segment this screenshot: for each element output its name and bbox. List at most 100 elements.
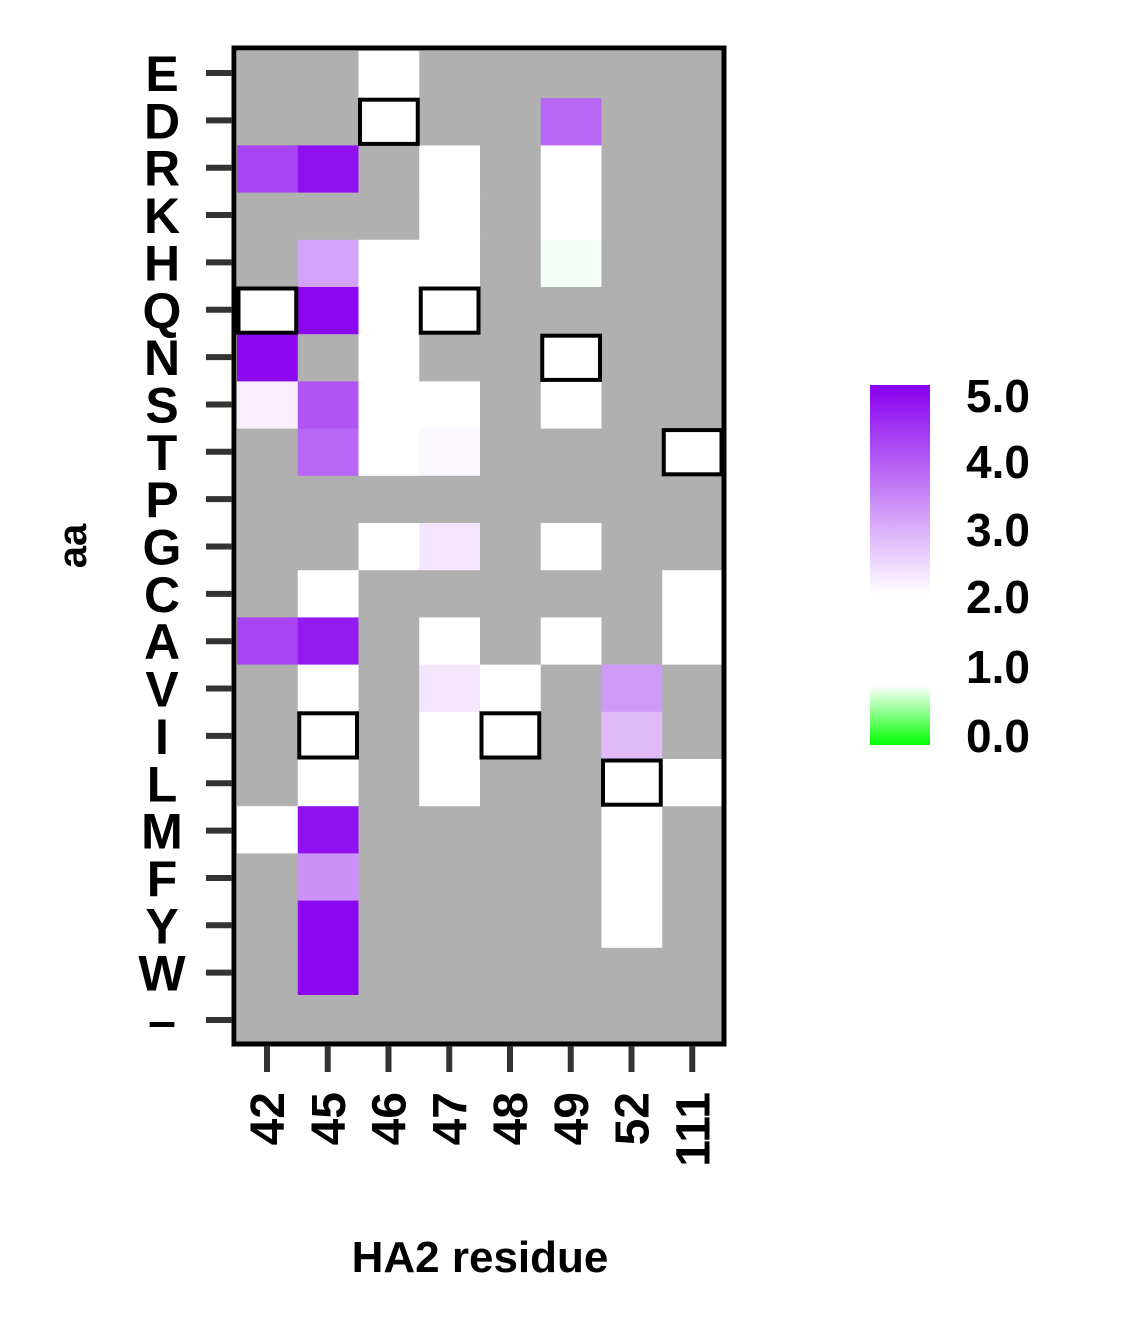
heatmap-cell xyxy=(237,98,299,146)
heatmap-cell xyxy=(540,570,603,618)
colorbar-high-segment xyxy=(870,385,930,595)
heatmap-cell xyxy=(297,947,360,996)
heatmap-cell xyxy=(297,98,360,146)
heatmap-cell xyxy=(480,995,542,1043)
y-axis-label: aa xyxy=(51,523,95,568)
heatmap-cell xyxy=(662,570,724,618)
heatmap-cell xyxy=(358,381,420,430)
heatmap-cell xyxy=(419,523,481,571)
y-tick-label: R xyxy=(144,141,180,197)
heatmap-cell xyxy=(540,995,603,1043)
colorbar-tick-label: 0.0 xyxy=(966,710,1030,762)
x-axis-label: HA2 residue xyxy=(352,1233,609,1282)
heatmap-cell xyxy=(540,947,603,996)
heatmap-cell xyxy=(480,664,542,713)
heatmap-cell xyxy=(480,570,542,618)
heatmap-cell xyxy=(480,381,542,430)
heatmap-cell xyxy=(540,617,603,666)
colorbar-tick-label: 2.0 xyxy=(966,571,1030,623)
heatmap-cell xyxy=(662,192,724,241)
heatmap-cell xyxy=(419,711,481,760)
y-tick-label: I xyxy=(155,709,169,765)
heatmap-cell xyxy=(358,287,420,335)
heatmap-cell xyxy=(237,475,299,524)
heatmap-cell xyxy=(540,806,603,854)
heatmap-cell xyxy=(358,806,420,854)
heatmap-cell xyxy=(419,98,481,146)
heatmap-cell xyxy=(237,617,299,666)
heatmap-cell xyxy=(419,664,481,713)
heatmap-cell xyxy=(237,806,299,854)
y-tick-label: H xyxy=(144,235,180,291)
y-tick-label: L xyxy=(147,756,178,812)
heatmap-cell xyxy=(297,192,360,241)
heatmap-cell xyxy=(358,428,420,477)
heatmap-cell xyxy=(480,334,542,382)
heatmap-cell xyxy=(601,428,663,477)
heatmap-cell xyxy=(419,806,481,854)
y-tick-label: Q xyxy=(143,283,182,339)
wildtype-box xyxy=(297,711,359,760)
heatmap-cell xyxy=(297,617,360,666)
heatmap-cell xyxy=(358,570,420,618)
heatmap-cell xyxy=(237,759,299,807)
heatmap-cell xyxy=(419,570,481,618)
heatmap-cell xyxy=(480,51,542,99)
heatmap-cell xyxy=(297,334,360,382)
colorbar xyxy=(870,385,930,745)
heatmap-cell xyxy=(540,711,603,760)
heatmap-cell xyxy=(601,51,663,99)
heatmap-cell xyxy=(601,947,663,996)
heatmap-cell xyxy=(601,806,663,854)
heatmap-cell xyxy=(540,664,603,713)
y-tick-label: V xyxy=(145,662,179,718)
heatmap-cell xyxy=(358,239,420,288)
heatmap-cell xyxy=(540,239,603,288)
heatmap-cell xyxy=(480,806,542,854)
heatmap-cell xyxy=(601,239,663,288)
heatmap-cell xyxy=(662,334,724,382)
heatmap-cell xyxy=(237,51,299,99)
heatmap-cell xyxy=(297,145,360,194)
y-tick-label: K xyxy=(144,188,180,244)
heatmap-cell xyxy=(297,570,360,618)
heatmap-cell xyxy=(540,145,603,194)
heatmap-cell xyxy=(237,145,299,194)
heatmap-cell xyxy=(237,995,299,1043)
heatmap-cell xyxy=(480,239,542,288)
heatmap-cell xyxy=(601,853,663,902)
x-tick-label: 49 xyxy=(546,1092,599,1145)
heatmap-cell xyxy=(358,664,420,713)
x-tick-label: 111 xyxy=(667,1092,720,1167)
colorbar-low-segment xyxy=(870,686,930,745)
wildtype-box xyxy=(358,97,420,146)
heatmap-cell xyxy=(237,853,299,902)
heatmap-cell xyxy=(358,192,420,241)
colorbar-tick-label: 3.0 xyxy=(966,504,1030,556)
heatmap-cell xyxy=(480,900,542,949)
heatmap-cell xyxy=(419,853,481,902)
heatmap-cell xyxy=(662,145,724,194)
heatmap-cell xyxy=(662,51,724,99)
heatmap-cell xyxy=(540,428,603,477)
heatmap-cell xyxy=(237,900,299,949)
heatmap-cell xyxy=(358,523,420,571)
heatmap-cell xyxy=(237,664,299,713)
colorbar-tick-label: 1.0 xyxy=(966,641,1030,693)
heatmap-cell xyxy=(662,900,724,949)
heatmap-cell xyxy=(662,287,724,335)
heatmap-cell xyxy=(358,145,420,194)
colorbar-tick-label: 5.0 xyxy=(966,370,1030,422)
x-axis-ticks: 42 45 46 47 48 49 52 111 xyxy=(242,1046,720,1167)
heatmap-cell xyxy=(419,51,481,99)
heatmap-cell xyxy=(297,428,360,477)
x-tick-label: 48 xyxy=(485,1092,538,1145)
heatmap-cell xyxy=(601,900,663,949)
y-tick-label: S xyxy=(145,377,178,433)
heatmap-cell xyxy=(419,475,481,524)
wildtype-box xyxy=(418,286,481,335)
heatmap-cell xyxy=(480,98,542,146)
wildtype-box xyxy=(236,286,299,335)
wildtype-box xyxy=(601,758,663,807)
